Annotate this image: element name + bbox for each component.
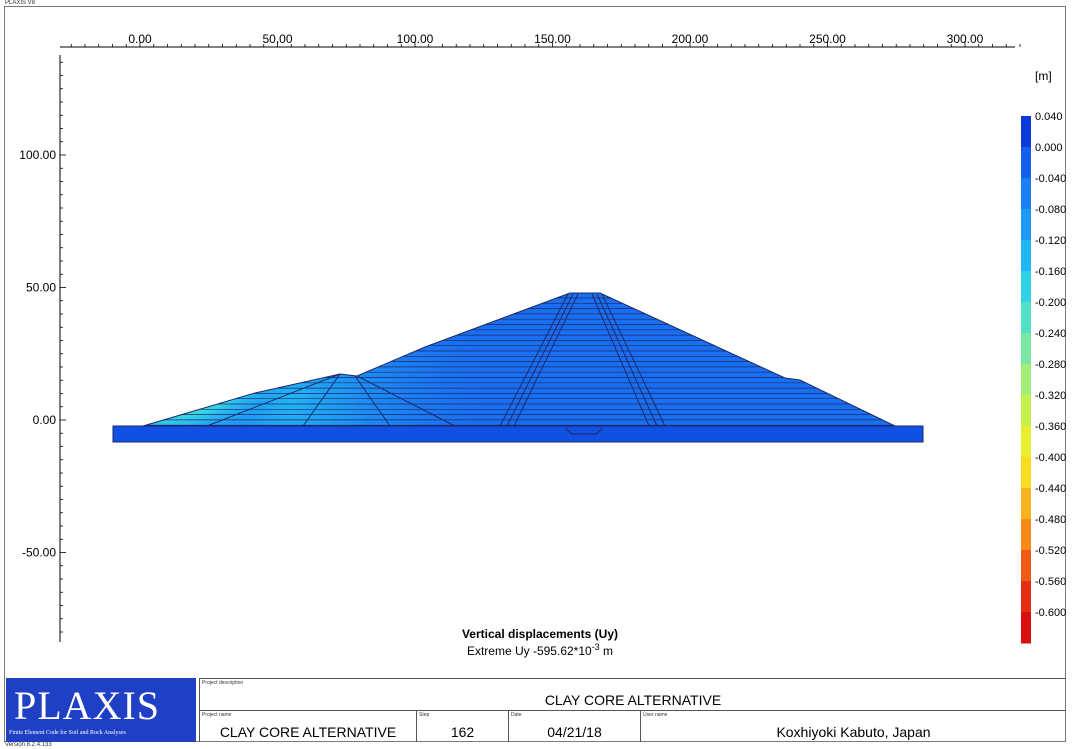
color-legend: [m] 0.040 0.000 -0.040 -0.080 -0.120 -0.… bbox=[1021, 69, 1066, 644]
y-tick-label: 100.00 bbox=[19, 148, 56, 162]
legend-label: -0.400 bbox=[1035, 452, 1066, 464]
x-tick-label: 150.00 bbox=[534, 32, 571, 46]
legend-label: -0.040 bbox=[1035, 173, 1066, 185]
legend-swatch bbox=[1021, 302, 1031, 334]
user-name: Koxhiyoki Kabuto, Japan bbox=[776, 724, 931, 740]
zone-boundary bbox=[302, 373, 341, 427]
zone-boundary bbox=[591, 293, 650, 427]
project-name-cell: Project name CLAY CORE ALTERNATIVE bbox=[199, 710, 416, 742]
legend-label: 0.040 bbox=[1035, 111, 1063, 123]
zone-boundary bbox=[596, 293, 658, 427]
plaxis-logo: PLAXIS Finite Element Code for Soil and … bbox=[6, 678, 196, 742]
x-tick-label: 200.00 bbox=[672, 32, 709, 46]
legend-label: -0.520 bbox=[1035, 545, 1066, 557]
zone-boundary bbox=[499, 293, 569, 427]
foundation-layer bbox=[112, 425, 924, 443]
legend-swatch bbox=[1021, 116, 1031, 148]
legend-label: -0.320 bbox=[1035, 390, 1066, 402]
plot-title: Vertical displacements (Uy) bbox=[462, 627, 618, 641]
legend-swatch bbox=[1021, 147, 1031, 179]
legend-swatch bbox=[1021, 550, 1031, 582]
legend-swatch bbox=[1021, 519, 1031, 551]
legend-swatch bbox=[1021, 240, 1031, 272]
legend-label: -0.360 bbox=[1035, 421, 1066, 433]
legend-swatch bbox=[1021, 612, 1031, 644]
zone-boundary bbox=[506, 293, 574, 427]
x-tick-label: 100.00 bbox=[397, 32, 434, 46]
title-block: PLAXIS Finite Element Code for Soil and … bbox=[6, 678, 1066, 742]
x-tick-label: 50.00 bbox=[262, 32, 292, 46]
x-tick-label: 250.00 bbox=[809, 32, 846, 46]
drawing-frame bbox=[4, 6, 1066, 742]
zone-boundary bbox=[354, 375, 391, 427]
version-label-top: PLAXIS V8 bbox=[5, 0, 36, 6]
legend-label: -0.120 bbox=[1035, 235, 1066, 247]
legend-label: -0.200 bbox=[1035, 297, 1066, 309]
legend-label: -0.480 bbox=[1035, 514, 1066, 526]
legend-label: 0.000 bbox=[1035, 142, 1063, 154]
project-description: CLAY CORE ALTERNATIVE bbox=[544, 692, 722, 708]
zone-boundary bbox=[513, 293, 579, 427]
step-value: 162 bbox=[450, 724, 475, 740]
legend-swatch bbox=[1021, 364, 1031, 396]
date-value: 04/21/18 bbox=[547, 724, 602, 740]
step-cell: Step 162 bbox=[416, 710, 508, 742]
legend-swatch bbox=[1021, 333, 1031, 365]
legend-label: -0.160 bbox=[1035, 266, 1066, 278]
dam-cross-section bbox=[112, 292, 924, 443]
legend-label: -0.240 bbox=[1035, 328, 1066, 340]
legend-swatch bbox=[1021, 488, 1031, 520]
legend-label: -0.280 bbox=[1035, 359, 1066, 371]
y-axis-tick-labels: 100.00 50.00 0.00 -50.00 bbox=[19, 148, 56, 560]
y-tick-label: 0.00 bbox=[33, 413, 57, 427]
legend-swatch bbox=[1021, 426, 1031, 458]
legend-swatch bbox=[1021, 271, 1031, 303]
extreme-value-text: Extreme Uy -595.62*10-3 m bbox=[467, 642, 613, 658]
date-cell: Date 04/21/18 bbox=[508, 710, 640, 742]
legend-swatch bbox=[1021, 457, 1031, 489]
project-name: CLAY CORE ALTERNATIVE bbox=[219, 724, 397, 740]
zone-boundary bbox=[601, 293, 666, 427]
x-axis-tick-labels: 0.00 50.00 100.00 150.00 200.00 250.00 3… bbox=[128, 32, 983, 46]
legend-swatch bbox=[1021, 178, 1031, 210]
y-tick-label: -50.00 bbox=[22, 546, 56, 560]
legend-swatch bbox=[1021, 395, 1031, 427]
zone-boundary bbox=[356, 375, 456, 427]
project-description-cell: Project description CLAY CORE ALTERNATIV… bbox=[199, 678, 1066, 710]
legend-label: -0.440 bbox=[1035, 483, 1066, 495]
legend-swatch bbox=[1021, 209, 1031, 241]
y-tick-label: 50.00 bbox=[26, 281, 56, 295]
legend-swatch bbox=[1021, 581, 1031, 613]
user-name-cell: User name Koxhiyoki Kabuto, Japan bbox=[640, 710, 1066, 742]
legend-unit: [m] bbox=[1035, 69, 1052, 83]
zone-boundary bbox=[206, 373, 341, 427]
x-tick-label: 0.00 bbox=[128, 32, 152, 46]
version-label-bottom: Version 8.2.4.133 bbox=[5, 742, 52, 748]
legend-label: -0.600 bbox=[1035, 607, 1066, 619]
x-tick-label: 300.00 bbox=[947, 32, 984, 46]
legend-label: -0.080 bbox=[1035, 204, 1066, 216]
legend-label: -0.560 bbox=[1035, 576, 1066, 588]
